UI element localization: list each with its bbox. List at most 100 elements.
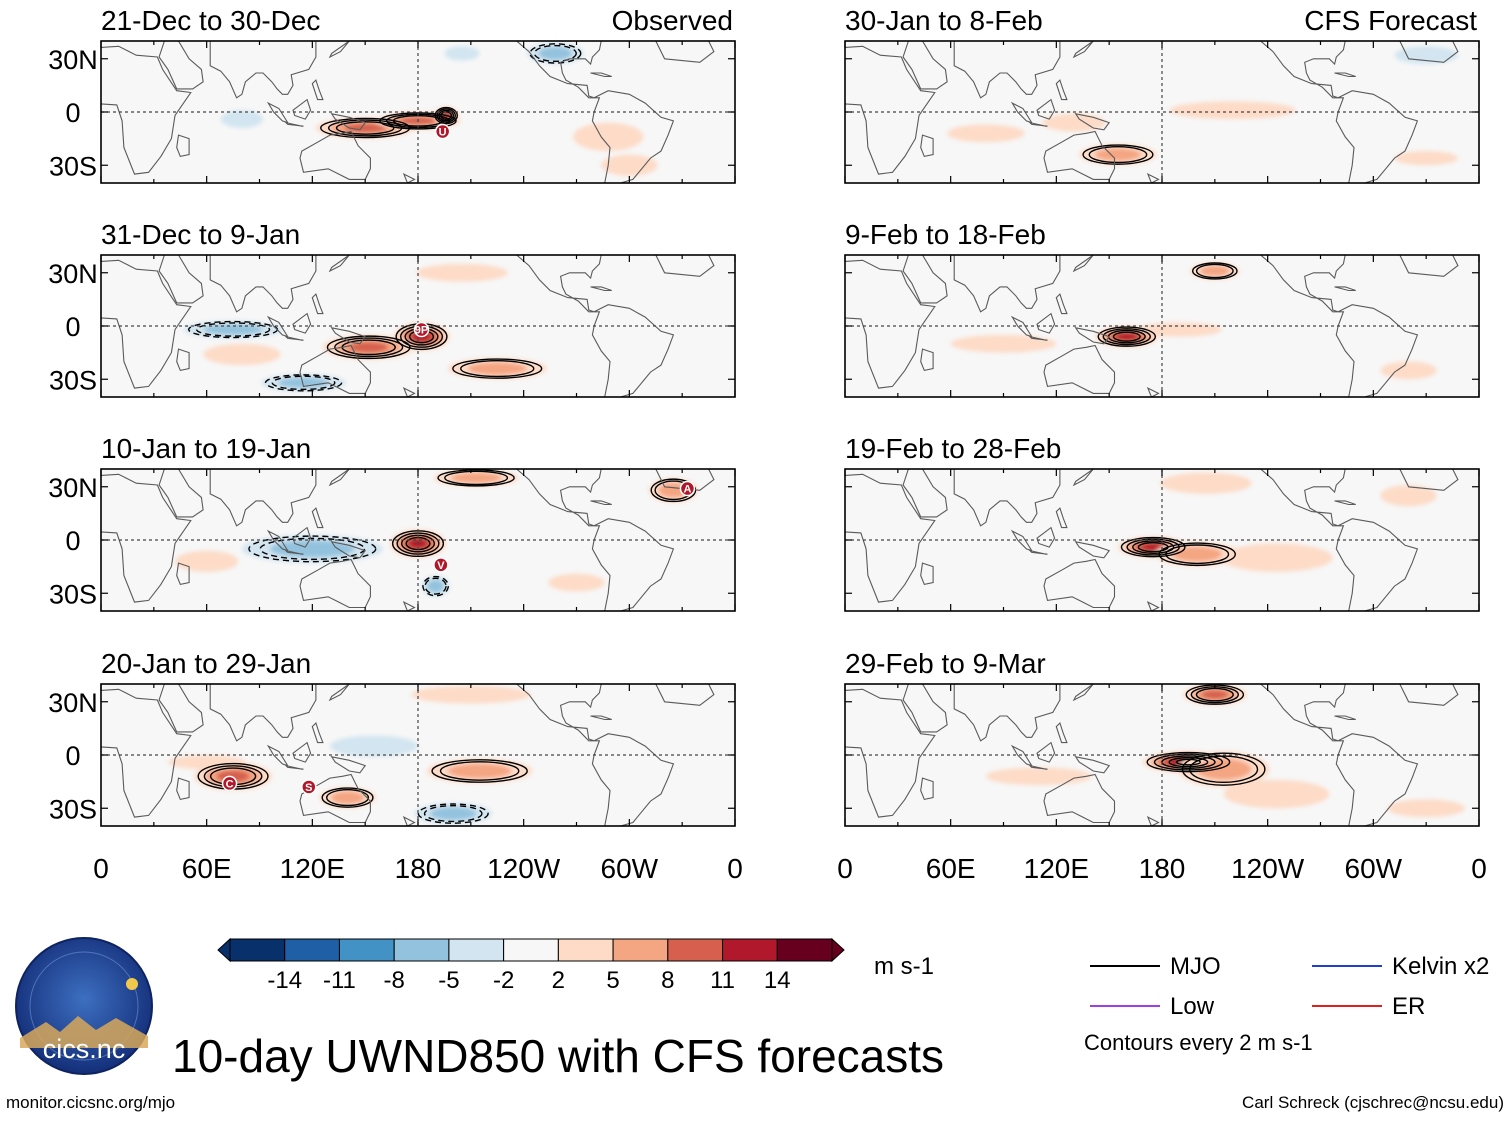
x-tick-label: 0 [727, 853, 743, 884]
mjo-contour [326, 789, 370, 807]
source-url[interactable]: monitor.cicsnc.org/mjo [6, 1093, 176, 1112]
mjo-contour [379, 112, 457, 130]
coastline [1028, 549, 1048, 555]
mjo-contour [259, 537, 366, 561]
colorbar-swatch [667, 938, 724, 962]
coastline [299, 773, 371, 824]
coastline [266, 315, 289, 338]
wind-anomaly-shade [410, 685, 531, 704]
mjo-contour [1168, 756, 1209, 768]
mjo-contour [436, 108, 457, 123]
x-tick-label: 0 [837, 853, 853, 884]
colorbar-tick-label: -8 [384, 967, 405, 994]
mjo-contour [533, 44, 577, 63]
wind-anomaly-shade [538, 47, 573, 60]
coastline [1259, 469, 1419, 611]
coastline [266, 529, 289, 552]
coastline [330, 113, 367, 131]
mjo-contour [1175, 758, 1202, 766]
coastline [1072, 255, 1094, 273]
wind-anomaly-shade [1042, 113, 1106, 132]
coastline [655, 41, 715, 63]
coastline [328, 684, 350, 702]
colorbar-tick-label: -14 [267, 967, 302, 994]
coastline [176, 348, 190, 372]
x-tick-label: 120E [1024, 853, 1089, 884]
wind-anomaly-shade [572, 122, 644, 152]
x-axes: 0 60E 120E 180 120W 60W 0 0 60E 120E 180 120W 60W 0 [93, 853, 1487, 884]
coastline [1010, 315, 1033, 338]
coastline [1036, 98, 1056, 120]
coastline [1146, 600, 1160, 611]
coastline [330, 541, 367, 559]
coastline [402, 600, 416, 611]
map-panel: 9-Feb to 18-Feb [844, 219, 1480, 398]
coastline [1036, 526, 1056, 548]
storm-marker [221, 775, 238, 792]
coastline [330, 327, 367, 345]
coastline [590, 286, 612, 292]
y-tick-label: 0 [65, 526, 80, 556]
y-tick-label: 30S [49, 151, 97, 181]
map-panel: 9P 30N 0 30S 31-Dec to 9-Jan [48, 219, 736, 398]
coastline [1028, 764, 1048, 770]
coastline [176, 134, 190, 158]
storm-label: 9P [415, 325, 428, 337]
colorbar-swatch [448, 938, 505, 962]
panel-title: 10-Jan to 19-Jan [101, 433, 311, 464]
map-panels: U 30N 0 30S 21-Dec to 30-Dec Observed 9P 30N 0 30… [48, 5, 1480, 827]
coastline [515, 255, 675, 397]
legend-label-er: ER [1392, 993, 1426, 1020]
map-panel: 29-Feb to 9-Mar [844, 648, 1480, 827]
panel-title: 20-Jan to 29-Jan [101, 648, 311, 679]
coastline [209, 684, 317, 742]
mjo-contour [320, 117, 411, 139]
wind-anomaly-shade [467, 362, 527, 375]
x-tick-label: 60E [926, 853, 976, 884]
coastline [1399, 469, 1459, 491]
column-title: CFS Forecast [1304, 5, 1477, 36]
wind-anomaly-shade [427, 579, 445, 593]
coastline [158, 469, 204, 518]
coastline [1259, 255, 1419, 397]
wind-anomaly-shade [349, 341, 389, 353]
coastline [1334, 286, 1356, 292]
mjo-contour [271, 375, 336, 391]
wind-anomaly-shade [1394, 46, 1458, 65]
contour-note: Contours every 2 m s-1 [1084, 1030, 1313, 1055]
coastline [402, 815, 416, 826]
coastline [101, 259, 192, 389]
x-tick-label: 120W [487, 853, 561, 884]
coastline [1043, 130, 1116, 180]
coastline [953, 469, 1061, 527]
mjo-contour [529, 43, 582, 64]
wind-anomaly-shade [450, 472, 502, 484]
legend-label-mjo: MJO [1170, 953, 1221, 980]
coastline [1334, 72, 1356, 78]
map-panel: A V 30N 0 30S 10-Jan to 19-Jan [48, 433, 736, 612]
coastline [1010, 529, 1033, 552]
coastline [299, 130, 371, 180]
coastline [284, 121, 304, 127]
storm-label: C [226, 778, 234, 790]
x-tick-label: 180 [1139, 853, 1186, 884]
legend-label-low: Low [1170, 993, 1215, 1020]
wind-anomaly-shade [174, 550, 239, 572]
wind-anomaly-shade [203, 324, 263, 335]
panel-title: 30-Jan to 8-Feb [845, 5, 1043, 36]
coastline [953, 255, 1061, 313]
column-title: Observed [612, 5, 733, 36]
coastline [1043, 344, 1116, 394]
colorbar-tick-label: 5 [606, 967, 619, 994]
mjo-contour [195, 322, 271, 337]
mjo-contour [1195, 263, 1234, 279]
coastline [284, 549, 304, 555]
coastline [1036, 312, 1056, 334]
coastline [1036, 741, 1056, 763]
coastline [292, 98, 312, 120]
storm-marker [434, 123, 451, 140]
coastline [920, 134, 934, 158]
coastline [1043, 558, 1116, 609]
mjo-contour [440, 111, 453, 120]
